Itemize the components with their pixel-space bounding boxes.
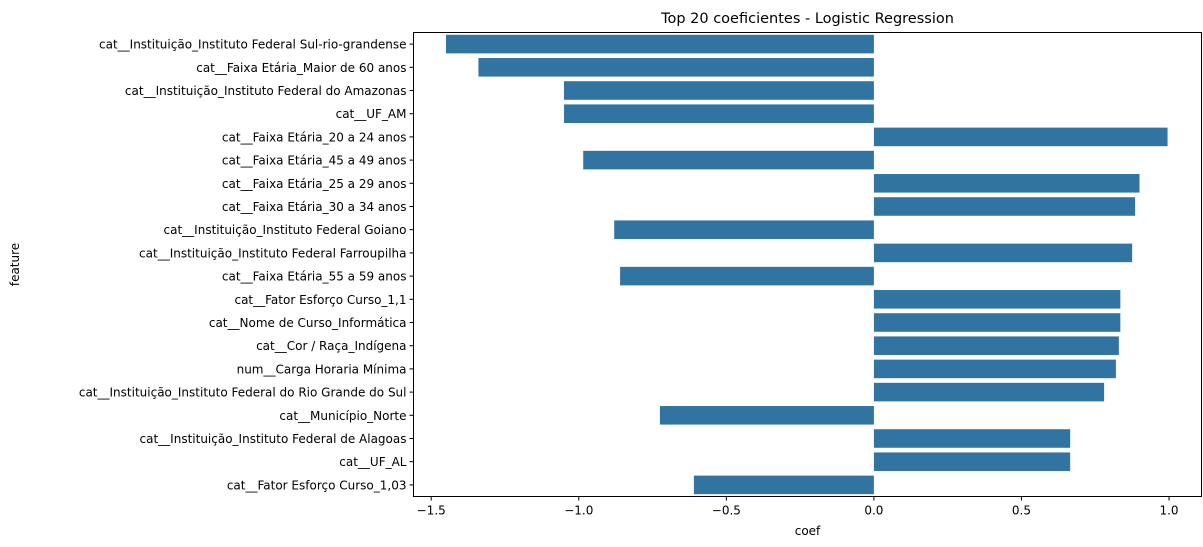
- bar: [620, 266, 874, 286]
- y-tick-label: cat__Fator Esforço Curso_1,1: [234, 293, 406, 307]
- y-tick-label: cat__Instituição_Instituto Federal do Ri…: [79, 386, 407, 400]
- bar: [478, 58, 874, 77]
- y-ticks-group: cat__Instituição_Instituto Federal Sul-r…: [79, 38, 414, 492]
- bars-group: [445, 34, 1168, 495]
- y-tick-label: cat__Município_Norte: [279, 409, 406, 423]
- chart-title: Top 20 coeficientes - Logistic Regressio…: [660, 11, 954, 27]
- x-tick-label: 1.0: [1159, 504, 1178, 518]
- bar: [873, 429, 1071, 448]
- y-tick-label: cat__Nome de Curso_Informática: [209, 316, 407, 330]
- y-tick-label: cat__Cor / Raça_Indígena: [256, 339, 406, 353]
- bar: [873, 290, 1121, 309]
- plot-frame: [413, 32, 1202, 497]
- x-axis-label: coef: [795, 524, 821, 538]
- bar: [873, 382, 1105, 402]
- y-tick-label: cat__Faixa Etária_30 a 34 anos: [222, 200, 407, 214]
- y-axis-label: feature: [8, 243, 22, 286]
- bar: [873, 127, 1168, 147]
- y-tick-label: cat__Fator Esforço Curso_1,03: [227, 478, 407, 492]
- y-tick-label: num__Carga Horaria Mínima: [237, 362, 407, 376]
- y-tick-label: cat__Instituição_Instituto Federal de Al…: [140, 432, 407, 446]
- y-tick-label: cat__UF_AL: [339, 455, 407, 469]
- x-tick-label: 0.0: [864, 504, 883, 518]
- bar: [564, 104, 874, 123]
- bar: [873, 243, 1133, 263]
- x-tick-label: 0.5: [1012, 504, 1031, 518]
- x-tick-label: −0.5: [712, 504, 741, 518]
- bar: [614, 220, 874, 239]
- x-ticks-group: −1.5 −1.0 −0.5 0.0 0.5 1.0: [417, 496, 1179, 518]
- y-tick-label: cat__Faixa Etária_25 a 29 anos: [222, 177, 407, 191]
- y-tick-label: cat__UF_AM: [336, 107, 407, 121]
- bar: [693, 475, 874, 495]
- bar: [564, 81, 874, 100]
- bar: [659, 406, 874, 425]
- bar: [873, 359, 1116, 379]
- x-tick-label: −1.5: [417, 504, 446, 518]
- y-tick-label: cat__Faixa Etária_Maior de 60 anos: [196, 61, 406, 75]
- bar: [873, 174, 1140, 193]
- bar: [873, 197, 1136, 216]
- y-tick-label: cat__Instituição_Instituto Federal Farro…: [139, 246, 406, 260]
- y-tick-label: cat__Instituição_Instituto Federal do Am…: [125, 84, 407, 98]
- bar: [873, 313, 1121, 332]
- y-tick-label: cat__Instituição_Instituto Federal Sul-r…: [99, 38, 407, 52]
- y-tick-label: cat__Faixa Etária_45 a 49 anos: [222, 154, 407, 168]
- y-tick-label: cat__Faixa Etária_55 a 59 anos: [222, 270, 407, 284]
- bar: [873, 336, 1119, 355]
- y-tick-label: cat__Instituição_Instituto Federal Goian…: [164, 223, 407, 237]
- bar: [583, 150, 874, 170]
- x-tick-label: −1.0: [564, 504, 593, 518]
- bar: [445, 34, 874, 54]
- y-tick-label: cat__Faixa Etária_20 a 24 anos: [222, 130, 407, 144]
- bar: [873, 452, 1071, 471]
